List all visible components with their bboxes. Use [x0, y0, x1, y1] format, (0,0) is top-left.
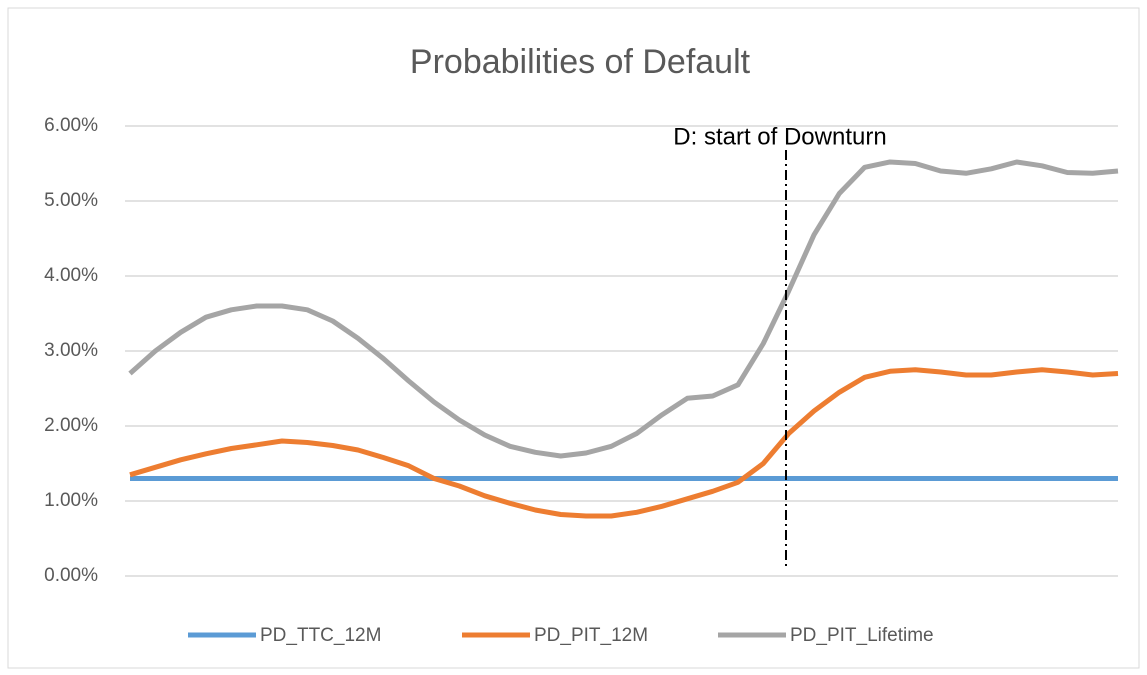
y-tick-label: 3.00% — [44, 340, 98, 361]
y-tick-label: 2.00% — [44, 415, 98, 436]
annotation: D: start of Downturn — [673, 123, 886, 150]
chart-border — [7, 7, 1140, 669]
y-tick-label: 6.00% — [44, 115, 98, 136]
y-tick-label: 0.00% — [44, 565, 98, 586]
y-tick-label: 1.00% — [44, 490, 98, 511]
legend-label: PD_PIT_Lifetime — [790, 625, 934, 646]
series-line — [128, 159, 1119, 459]
legend-label: PD_PIT_12M — [534, 625, 648, 646]
y-tick-label: 4.00% — [44, 265, 98, 286]
series-line — [129, 367, 1119, 519]
legend-label: PD_TTC_12M — [260, 625, 381, 646]
chart-title: Probabilities of Default — [410, 43, 751, 81]
y-tick-label: 5.00% — [44, 190, 98, 211]
